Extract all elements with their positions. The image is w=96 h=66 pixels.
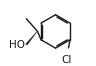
Text: Cl: Cl xyxy=(61,55,72,65)
Polygon shape xyxy=(26,31,37,45)
Text: HO: HO xyxy=(9,40,25,50)
